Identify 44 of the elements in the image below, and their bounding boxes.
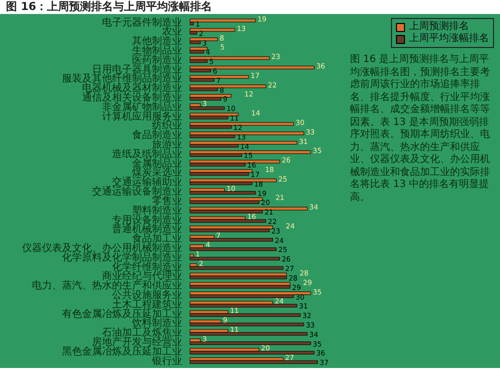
bar <box>190 106 225 110</box>
bar <box>190 28 236 32</box>
bar <box>190 150 311 154</box>
bar <box>190 238 274 242</box>
chart-title: 图 16：上周预测排名与上周平均涨幅排名 <box>6 0 214 14</box>
y-tick-label: 土木工程建筑业 <box>112 298 182 310</box>
y-tick-label: 黑色金属冶炼及压延加工业 <box>62 345 182 358</box>
text: 图 16 是上周预测排名与上周平均涨幅排名图，预测排名主要考虑前周该行业的市场追捧率排名、排名提升幅度、行业平均涨幅排名、成交金额增幅排名等等因素。表 13 是本周预期强弱排序对照表。预期本周纺织业、电力、蒸汽、热水的生产和供应业、仪器仪表及文化、办公用机械制造业和食品加工业的实际排名将比表 13 中的排名有明显提高。 <box>350 54 490 202</box>
bar <box>190 256 280 260</box>
bar <box>190 191 256 195</box>
y-tick-label: 银行业 <box>151 354 182 367</box>
bar <box>190 141 298 145</box>
bar <box>190 313 301 317</box>
y-tick-label: 非金属矿物制品业 <box>102 100 182 113</box>
bar <box>190 228 270 232</box>
bar <box>190 38 218 42</box>
y-tick-label: 造纸及纸制品业 <box>112 148 182 160</box>
bar <box>190 350 314 354</box>
bar <box>190 360 318 364</box>
bar <box>190 50 204 54</box>
legend-label: 上周平均涨幅排名 <box>409 33 489 45</box>
bar <box>190 66 314 70</box>
bar <box>190 75 249 79</box>
bar <box>190 132 304 136</box>
bar <box>190 247 276 251</box>
bar <box>190 172 249 176</box>
y-tick-label: 生物制品业 <box>132 44 182 56</box>
bar <box>190 56 270 60</box>
bar <box>190 46 208 50</box>
bar <box>190 206 308 210</box>
bar <box>190 200 260 204</box>
y-tick-label: 零售业 <box>152 194 182 207</box>
bar <box>190 84 266 88</box>
bar <box>190 332 308 336</box>
legend-label: 上周预测排名 <box>409 21 469 32</box>
bar <box>190 219 266 223</box>
bar <box>190 342 311 346</box>
bar <box>190 322 304 326</box>
bar <box>190 285 290 289</box>
bar <box>190 276 287 280</box>
bar <box>190 122 294 126</box>
bar <box>190 304 298 308</box>
bar <box>190 266 284 270</box>
bar <box>190 18 256 22</box>
